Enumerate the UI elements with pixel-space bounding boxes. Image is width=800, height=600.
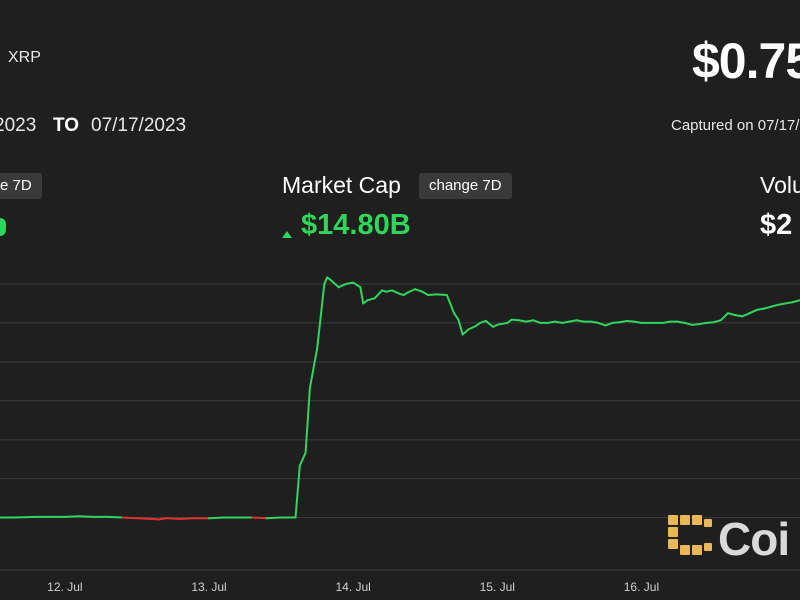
series-line-segment	[698, 321, 708, 326]
series-line-segment	[762, 305, 773, 310]
market-cap-badge: change 7D	[419, 173, 512, 199]
price-chart: 12. Jul 13. Jul 14. Jul 15. Jul 16. Jul	[0, 276, 800, 594]
series-line-segment	[359, 286, 365, 305]
series-line-segment	[421, 290, 430, 296]
date-from: 2023	[0, 115, 37, 136]
series-line-segment	[298, 451, 307, 467]
series-line-segment	[135, 517, 153, 520]
series-line-segment	[453, 312, 460, 321]
series-line-segment	[484, 319, 494, 328]
series-line-segment	[435, 293, 448, 296]
series-line-segment	[604, 321, 614, 327]
series-line-segment	[78, 515, 95, 518]
series-line-segment	[755, 307, 765, 311]
series-line-segment	[121, 516, 138, 520]
series-line-segment	[618, 319, 629, 324]
series-line-segment	[676, 320, 686, 324]
series-line-segment	[517, 319, 528, 323]
series-line-segment	[457, 318, 464, 336]
series-line-segment	[479, 319, 487, 324]
series-line-segment	[690, 323, 701, 326]
market-cap-label: Market Cap	[282, 172, 401, 198]
x-tick-label: 14. Jul	[335, 580, 370, 594]
series-line-segment	[467, 325, 477, 331]
series-line-segment	[633, 320, 643, 324]
series-line-segment	[770, 303, 780, 308]
series-line-segment	[575, 319, 585, 323]
series-line-segment	[344, 281, 355, 285]
series-line-segment	[705, 321, 715, 324]
series-line-segment	[546, 320, 556, 324]
up-arrow-icon	[282, 231, 292, 238]
coindesk-mark-icon	[668, 515, 712, 555]
series-line-segment	[251, 516, 268, 520]
series-line-segment	[561, 320, 571, 324]
series-line-segment	[427, 293, 438, 296]
x-tick-label: 13. Jul	[191, 580, 226, 594]
series-line-segment	[626, 319, 636, 323]
series-line-segment	[308, 347, 319, 389]
x-tick-label: 15. Jul	[480, 580, 515, 594]
series-line-segment	[784, 301, 794, 305]
price-change-badge: e 7D	[0, 173, 42, 199]
price-change-value	[0, 218, 6, 236]
series-line-segment	[734, 314, 744, 318]
series-line-segment	[597, 321, 607, 327]
series-line-segment	[662, 320, 672, 324]
series-line-segment	[683, 321, 693, 326]
series-line-segment	[323, 276, 329, 285]
series-line-segment	[265, 516, 283, 520]
series-line-segment	[294, 464, 301, 519]
series-line-segment	[499, 321, 509, 326]
series-line-segment	[63, 515, 81, 518]
series-line-segment	[532, 319, 542, 324]
series-line-segment	[107, 515, 124, 519]
volume-label: Volu	[760, 172, 800, 198]
series-line-segment	[719, 312, 729, 322]
series-line-segment	[366, 297, 376, 302]
series-line-segment	[337, 282, 347, 289]
series-line-segment	[445, 293, 456, 315]
series-line-segment	[791, 299, 800, 304]
series-line-segment	[352, 281, 362, 289]
series-line-segment	[726, 312, 737, 317]
price: $0.75	[692, 33, 800, 89]
series-line-segment	[568, 319, 578, 323]
date-to: 07/17/2023	[91, 115, 187, 136]
series-line-segment	[179, 517, 196, 520]
x-tick-label: 12. Jul	[47, 580, 82, 594]
series-line-segment	[13, 515, 38, 519]
series-line-segment	[611, 321, 621, 324]
series-line-segment	[208, 516, 225, 520]
series-line-segment	[741, 312, 751, 318]
series-line-segment	[304, 386, 311, 454]
series-line-segment	[414, 288, 424, 293]
asset-name: XRP	[8, 49, 41, 66]
market-cap-value: $14.80B	[301, 209, 411, 241]
series-line-segment	[316, 282, 326, 350]
series-line-segment	[150, 517, 160, 521]
series-line-segment	[391, 289, 401, 295]
series-line-segment	[164, 517, 182, 520]
captured-date: Captured on 07/17/2	[671, 117, 800, 134]
series-line-segment	[748, 308, 758, 315]
series-line-segment	[510, 318, 520, 322]
volume-value: $2	[760, 209, 793, 241]
series-line-segment	[553, 320, 564, 324]
date-to-label: TO	[53, 115, 80, 136]
x-tick-label: 16. Jul	[624, 580, 659, 594]
series-line-segment	[525, 319, 535, 323]
series-line-segment	[406, 288, 417, 294]
coindesk-logo: Coi	[668, 513, 790, 565]
series-line-segment	[330, 279, 340, 289]
series-line-segment	[777, 302, 787, 306]
coindesk-wordmark: Coi	[718, 513, 790, 565]
series-line-segment	[373, 289, 383, 300]
series-line-segment	[589, 320, 600, 324]
series-line-segment	[157, 517, 167, 521]
series-line-segment	[461, 328, 470, 336]
series-line-segment	[712, 319, 722, 324]
